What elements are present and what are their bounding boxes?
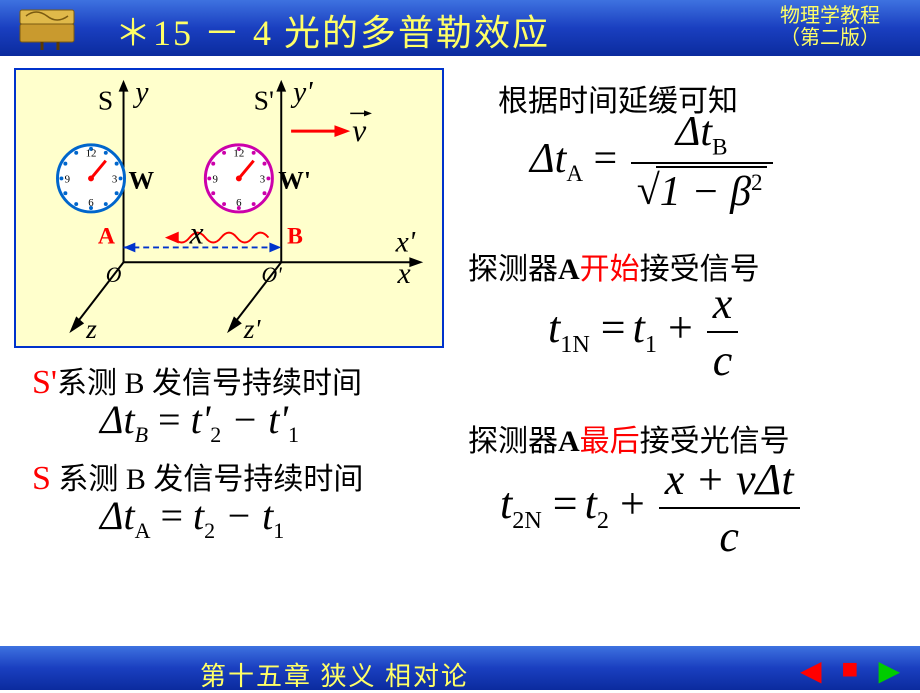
svg-text:6: 6 (88, 197, 94, 209)
subtitle-line2: （第二版） (780, 27, 880, 49)
svg-text:9: 9 (212, 173, 217, 185)
svg-text:y': y' (290, 77, 313, 109)
svg-text:z': z' (243, 313, 262, 344)
header-title: ＊15 － 4 光的多普勒效应 (115, 4, 550, 56)
header-subtitle: 物理学教程 （第二版） (780, 5, 880, 49)
nav-buttons: ◀ ■ ▶ (800, 654, 900, 688)
svg-text:z: z (85, 313, 97, 344)
svg-text:S': S' (254, 84, 274, 115)
slide-content: 12 3 6 9 12 3 6 9 O O' A B (0, 56, 920, 646)
nav-forward-icon[interactable]: ▶ (878, 654, 900, 688)
svg-text:B: B (287, 223, 303, 249)
nav-back-icon[interactable]: ◀ (800, 654, 822, 688)
svg-text:6: 6 (236, 197, 242, 209)
svg-text:W': W' (278, 165, 311, 194)
svg-text:3: 3 (260, 173, 265, 185)
formula-delta-tA: ΔtA = ΔtB √1 − β2 (530, 108, 776, 216)
svg-text:S: S (98, 84, 113, 115)
svg-text:O': O' (262, 263, 283, 287)
header-icon (12, 2, 82, 52)
svg-text:x: x (397, 258, 411, 290)
svg-text:x': x' (395, 226, 416, 258)
formula-delta-tA2: ΔtA = t2 − t1 (100, 492, 284, 544)
svg-text:A: A (98, 223, 115, 249)
footer-chapter: 第十五章 狭义 相对论 (200, 656, 469, 693)
svg-text:W: W (128, 165, 154, 194)
formula-t2N: t2N = t2 + x + vΔt c (500, 454, 803, 562)
reference-frame-diagram: 12 3 6 9 12 3 6 9 O O' A B (14, 68, 444, 348)
formula-delta-tB: ΔtB = t'2 − t'1 (100, 396, 299, 448)
slide-header: ＊15 － 4 光的多普勒效应 物理学教程 （第二版） (0, 0, 920, 56)
svg-text:y: y (132, 77, 149, 109)
formula-t1N: t1N = t1 + x c (548, 278, 741, 386)
subtitle-line1: 物理学教程 (780, 5, 880, 27)
svg-text:12: 12 (233, 148, 244, 160)
nav-restart-icon[interactable]: ■ (842, 654, 859, 688)
svg-text:x: x (189, 215, 204, 250)
svg-text:O: O (106, 263, 122, 287)
svg-text:9: 9 (65, 173, 70, 185)
svg-text:12: 12 (86, 148, 97, 160)
svg-text:v: v (352, 113, 366, 148)
svg-text:3: 3 (112, 173, 117, 185)
slide-footer: 第十五章 狭义 相对论 ◀ ■ ▶ (0, 646, 920, 690)
